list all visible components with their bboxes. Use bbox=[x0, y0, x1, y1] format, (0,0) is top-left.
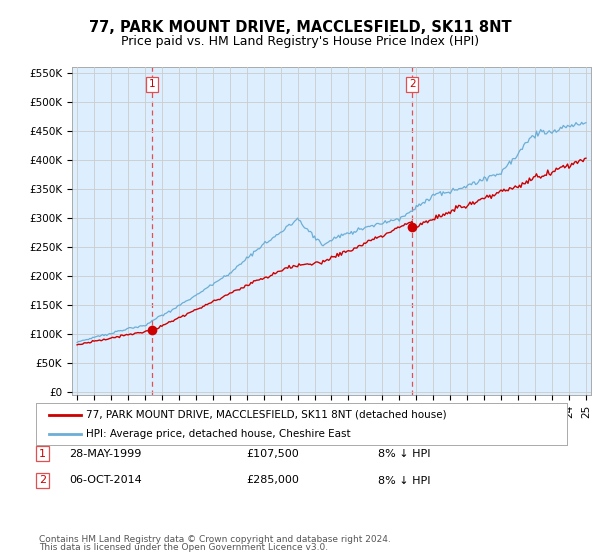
Text: 8% ↓ HPI: 8% ↓ HPI bbox=[378, 449, 431, 459]
Text: 28-MAY-1999: 28-MAY-1999 bbox=[69, 449, 142, 459]
Text: £107,500: £107,500 bbox=[246, 449, 299, 459]
Text: 1: 1 bbox=[149, 80, 155, 90]
Text: 2: 2 bbox=[409, 80, 416, 90]
Text: 2: 2 bbox=[39, 475, 46, 486]
Text: 06-OCT-2014: 06-OCT-2014 bbox=[69, 475, 142, 486]
Text: 1: 1 bbox=[39, 449, 46, 459]
Text: 8% ↓ HPI: 8% ↓ HPI bbox=[378, 475, 431, 486]
Text: HPI: Average price, detached house, Cheshire East: HPI: Average price, detached house, Ches… bbox=[86, 429, 351, 439]
Text: 77, PARK MOUNT DRIVE, MACCLESFIELD, SK11 8NT: 77, PARK MOUNT DRIVE, MACCLESFIELD, SK11… bbox=[89, 20, 511, 35]
Text: £285,000: £285,000 bbox=[246, 475, 299, 486]
Text: Price paid vs. HM Land Registry's House Price Index (HPI): Price paid vs. HM Land Registry's House … bbox=[121, 35, 479, 48]
Text: This data is licensed under the Open Government Licence v3.0.: This data is licensed under the Open Gov… bbox=[39, 543, 328, 552]
Text: Contains HM Land Registry data © Crown copyright and database right 2024.: Contains HM Land Registry data © Crown c… bbox=[39, 535, 391, 544]
Text: 77, PARK MOUNT DRIVE, MACCLESFIELD, SK11 8NT (detached house): 77, PARK MOUNT DRIVE, MACCLESFIELD, SK11… bbox=[86, 410, 447, 420]
